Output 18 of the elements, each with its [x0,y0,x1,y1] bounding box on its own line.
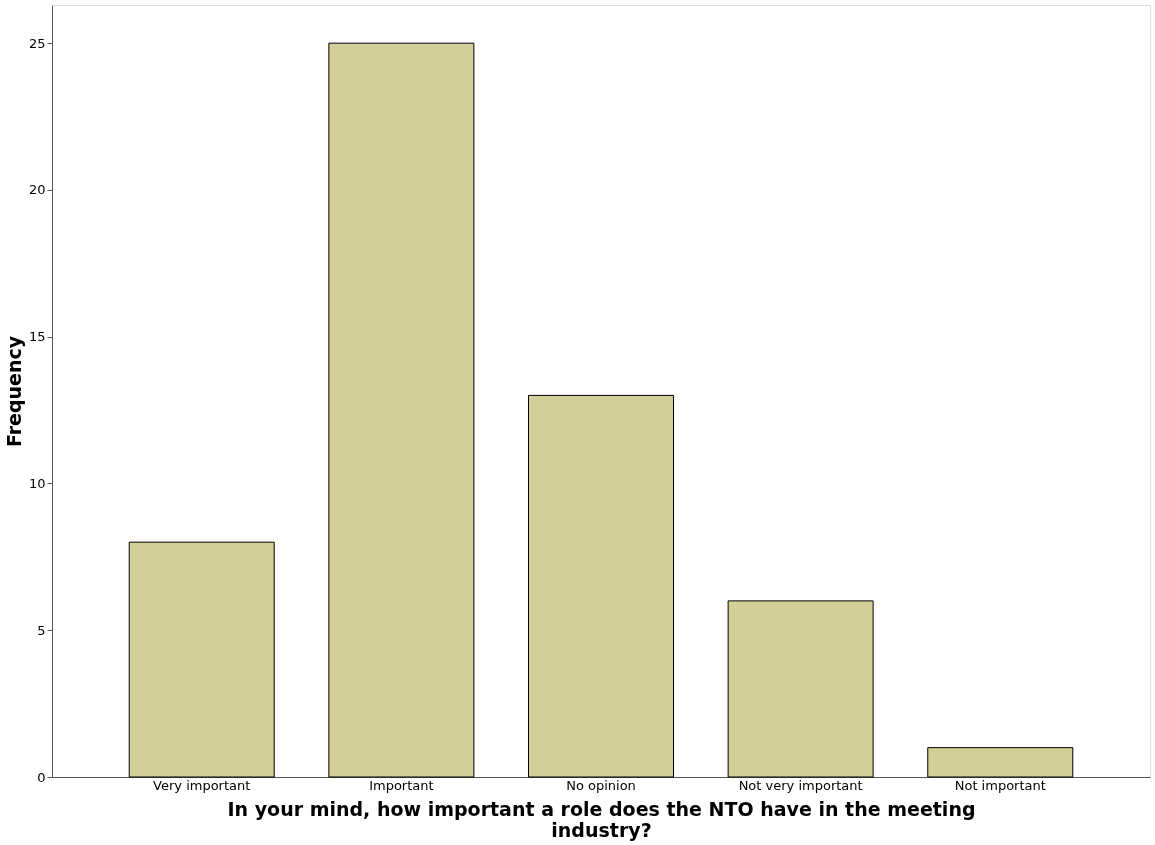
y-tick-label: 25 [28,35,46,51]
x-tick-label: No opinion [566,777,636,793]
x-tick-label: Not very important [738,777,863,793]
x-tick-label: Not important [954,777,1046,793]
x-tick-label: Important [369,777,434,793]
y-tick-label: 0 [37,769,46,785]
y-tick-label: 10 [28,475,46,491]
bar [927,747,1074,778]
y-axis-title: Frequency [2,335,25,448]
bar [128,541,275,778]
x-axis-title: In your mind, how important a role does the NTO have in the meeting industry? [227,797,976,841]
bar [328,42,475,778]
y-tick-label: 20 [28,182,46,198]
y-tick-label: 5 [37,622,46,638]
bar [528,394,674,778]
x-tick-label: Very important [153,777,251,793]
y-tick-label: 15 [28,329,46,345]
bar [727,600,874,778]
